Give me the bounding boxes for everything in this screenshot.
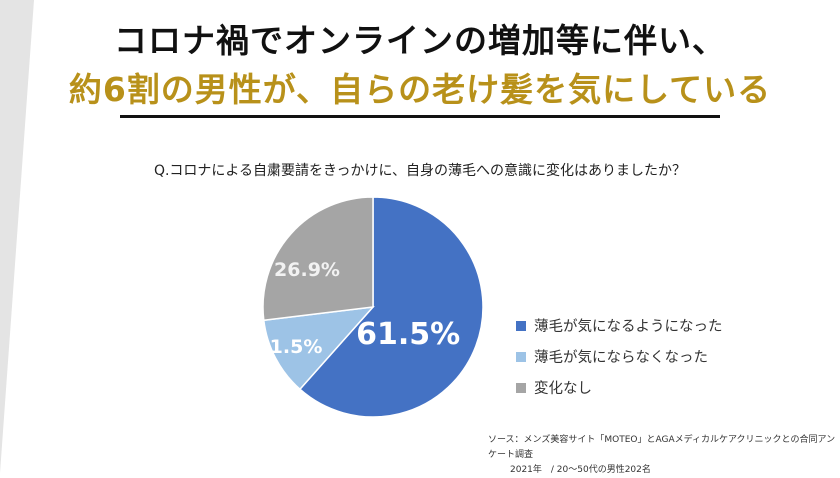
- title-line-2: 約6割の男性が、自らの老け髪を気にしている: [68, 70, 772, 109]
- source-line-1: ソース：メンズ美容サイト「MOTEO」とAGAメディカルケアクリニックとの合同ア…: [488, 435, 836, 460]
- pie-label-1: 11.5%: [256, 336, 322, 358]
- legend-item-0: 薄毛が気になるようになった: [516, 310, 723, 341]
- legend-item-2: 変化なし: [516, 372, 723, 403]
- source-line-2: 2021年 / 20～50代の男性202名: [510, 465, 651, 475]
- title-line-1: コロナ禍でオンラインの増加等に伴い、: [114, 21, 726, 60]
- pie-slice-2: [262, 196, 374, 322]
- legend: 薄毛が気になるようになった 薄毛が気にならなくなった 変化なし: [516, 310, 723, 403]
- chart-question: Q.コロナによる自粛要請をきっかけに、自身の薄毛への意識に変化はありましたか？: [153, 163, 687, 179]
- pie-slice-1: [262, 306, 375, 391]
- title-underline: [120, 115, 720, 118]
- pie-label-2: 26.9%: [274, 259, 340, 281]
- pie-slice-0: [298, 196, 484, 418]
- legend-swatch-1: [516, 351, 526, 362]
- legend-swatch-2: [516, 382, 526, 393]
- legend-label-1: 薄毛が気にならなくなった: [534, 350, 708, 366]
- legend-swatch-0: [516, 320, 526, 331]
- legend-label-0: 薄毛が気になるようになった: [534, 319, 723, 335]
- source-note: ソース：メンズ美容サイト「MOTEO」とAGAメディカルケアクリニックとの合同ア…: [488, 433, 840, 478]
- legend-label-2: 変化なし: [534, 381, 592, 397]
- legend-item-1: 薄毛が気にならなくなった: [516, 341, 723, 372]
- pie-label-0: 61.5%: [356, 317, 460, 352]
